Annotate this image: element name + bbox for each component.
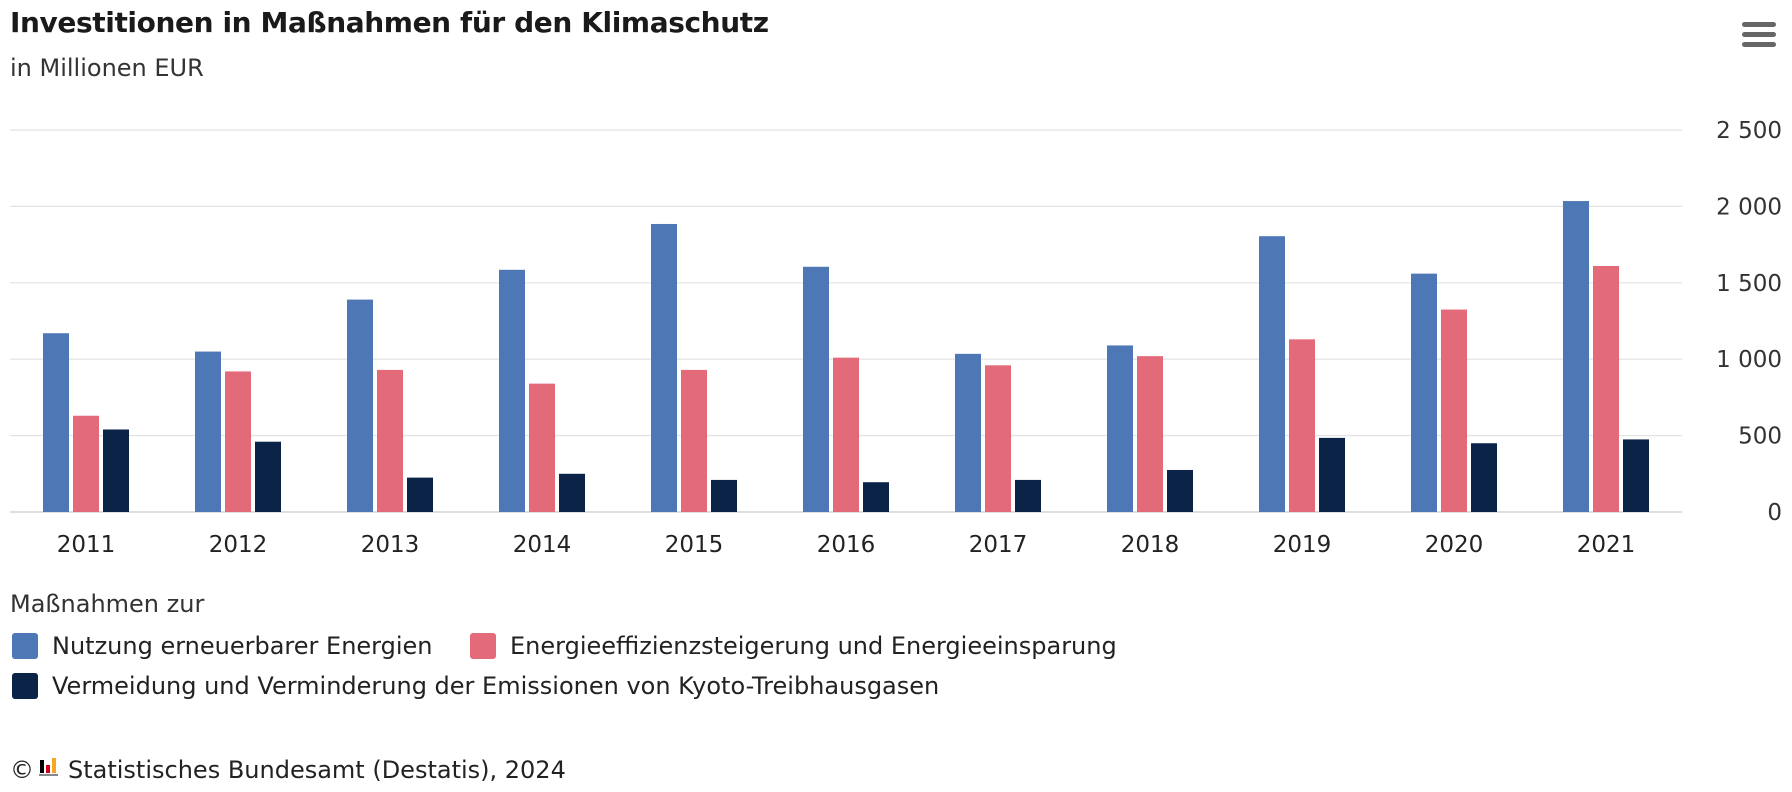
bars: [43, 201, 1649, 513]
x-tick-label: 2012: [209, 532, 268, 558]
y-tick-label: 1 000: [1716, 347, 1782, 373]
bar-2012-series-1[interactable]: [225, 371, 251, 512]
legend-label-kyoto: Vermeidung und Verminderung der Emission…: [52, 672, 940, 700]
bar-2012-series-0[interactable]: [195, 351, 221, 512]
legend-item-renewable[interactable]: Nutzung erneuerbarer Energien: [12, 632, 433, 660]
bar-2011-series-0[interactable]: [43, 333, 69, 512]
bar-2012-series-2[interactable]: [255, 441, 281, 512]
legend-item-kyoto[interactable]: Vermeidung und Verminderung der Emission…: [12, 672, 939, 700]
bar-2019-series-1[interactable]: [1289, 339, 1315, 512]
x-tick-label: 2019: [1273, 532, 1332, 558]
bar-2013-series-0[interactable]: [347, 299, 373, 512]
y-tick-label: 500: [1738, 424, 1782, 450]
bar-2020-series-0[interactable]: [1411, 273, 1437, 512]
bar-2013-series-2[interactable]: [407, 477, 433, 512]
source-footer: © Statistisches Bundesamt (Destatis), 20…: [10, 756, 566, 784]
bar-2021-series-1[interactable]: [1593, 265, 1619, 512]
source-text: Statistisches Bundesamt (Destatis), 2024: [68, 756, 566, 784]
chart-subtitle: in Millionen EUR: [10, 54, 204, 82]
legend-label-efficiency: Energieeffizienzsteigerung und Energieei…: [510, 632, 1117, 660]
bar-2018-series-1[interactable]: [1137, 356, 1163, 512]
bar-2016-series-1[interactable]: [833, 357, 859, 512]
bar-2011-series-1[interactable]: [73, 415, 99, 512]
legend-swatch-renewable: [12, 633, 38, 659]
legend-label-renewable: Nutzung erneuerbarer Energien: [52, 632, 433, 660]
bar-2015-series-1[interactable]: [681, 369, 707, 512]
bar-2013-series-1[interactable]: [377, 369, 403, 512]
legend-swatch-efficiency: [470, 633, 496, 659]
x-tick-label: 2013: [361, 532, 420, 558]
bar-2016-series-0[interactable]: [803, 266, 829, 512]
bar-2011-series-2[interactable]: [103, 429, 129, 512]
bar-2017-series-1[interactable]: [985, 365, 1011, 512]
bar-2020-series-2[interactable]: [1471, 443, 1497, 512]
bar-2015-series-2[interactable]: [711, 479, 737, 512]
bar-2021-series-0[interactable]: [1563, 201, 1589, 512]
bar-2014-series-2[interactable]: [559, 473, 585, 512]
bar-chart: 2011 2012 2013 2014 2015 2016 2017 2018 2019 2020…: [10, 118, 1782, 558]
y-tick-label: 0: [1767, 500, 1782, 526]
bar-2014-series-1[interactable]: [529, 383, 555, 512]
bar-2021-series-2[interactable]: [1623, 439, 1649, 512]
x-tick-label: 2021: [1577, 532, 1636, 558]
x-tick-label: 2016: [817, 532, 876, 558]
hamburger-menu-icon[interactable]: [1740, 20, 1778, 50]
x-axis-labels: 2011 2012 2013 2014 2015 2016 2017 2018 2019 2020…: [57, 532, 1636, 558]
x-tick-label: 2017: [969, 532, 1028, 558]
x-tick-label: 2015: [665, 532, 724, 558]
bar-2014-series-0[interactable]: [499, 269, 525, 512]
bar-2020-series-1[interactable]: [1441, 309, 1467, 512]
legend-item-efficiency[interactable]: Energieeffizienzsteigerung und Energieei…: [470, 632, 1117, 660]
bar-2015-series-0[interactable]: [651, 223, 677, 513]
bar-2018-series-2[interactable]: [1167, 469, 1193, 512]
bar-2017-series-0[interactable]: [955, 353, 981, 512]
y-tick-label: 2 000: [1716, 194, 1782, 220]
legend-swatch-kyoto: [12, 673, 38, 699]
bar-2018-series-0[interactable]: [1107, 345, 1133, 512]
chart-title: Investitionen in Maßnahmen für den Klima…: [10, 6, 769, 39]
x-tick-label: 2020: [1425, 532, 1484, 558]
legend-title: Maßnahmen zur: [10, 590, 205, 618]
y-axis-labels: 0 500 1 000 1 500 2 000 2 500: [1716, 118, 1782, 526]
x-tick-label: 2018: [1121, 532, 1180, 558]
bar-2016-series-2[interactable]: [863, 482, 889, 512]
y-tick-label: 2 500: [1716, 118, 1782, 144]
bar-2019-series-2[interactable]: [1319, 437, 1345, 512]
x-tick-label: 2011: [57, 532, 116, 558]
destatis-logo-icon: [38, 756, 60, 784]
bar-2019-series-0[interactable]: [1259, 236, 1285, 513]
y-tick-label: 1 500: [1716, 271, 1782, 297]
copyright-symbol: ©: [10, 756, 34, 784]
x-tick-label: 2014: [513, 532, 572, 558]
bar-2017-series-2[interactable]: [1015, 479, 1041, 512]
